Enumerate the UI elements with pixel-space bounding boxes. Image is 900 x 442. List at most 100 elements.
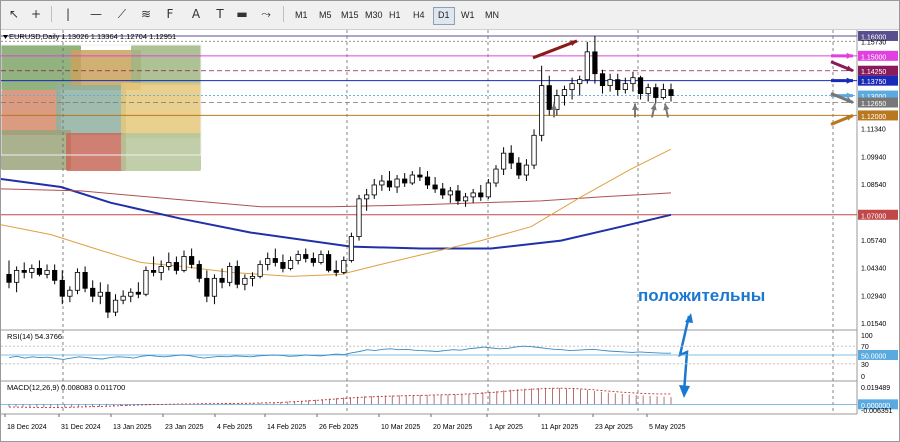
annotation-arrow [678,315,691,393]
candle-body [97,291,103,297]
price-badge [858,50,898,61]
price-label: 1.11340 [861,127,886,134]
candle-body [59,279,65,297]
candle-body [105,291,111,313]
candle-body [303,254,309,259]
candle-body [82,271,88,289]
rsi-title: RSI(14) 54.3766 [7,332,62,341]
timeframe-m5[interactable]: M5 [319,10,332,20]
candle-body [242,277,248,285]
candle-body [660,89,666,98]
candle-body [166,262,172,267]
horizontal-line-icon[interactable]: — [90,7,102,21]
price-badge [858,90,898,101]
shapes-dropdown-icon[interactable]: ⤳ [261,6,271,21]
timeframe-d1[interactable]: D1 [433,7,455,25]
candle-body [455,190,461,202]
level-arrow-head [846,114,853,121]
candle-body [402,178,408,184]
candle-body [257,264,263,277]
candle-body [189,256,195,265]
level-arrow-head [846,92,853,99]
price-badge [858,75,898,86]
candle-body [158,266,164,273]
cursor-icon[interactable]: ↖ [8,7,20,21]
candle-body [447,190,453,196]
banknote [66,133,126,171]
rsi-label: 0 [861,374,865,381]
macd-label: 0.019489 [861,385,890,392]
rsi-line [8,345,671,360]
timeframe-h1[interactable]: H1 [389,10,401,20]
candle-body [645,87,651,94]
timeframe-m30[interactable]: M30 [365,10,383,20]
rsi-label: 100 [861,333,873,340]
fibonacci-icon[interactable]: F [166,7,174,21]
price-label: 1.15730 [861,39,886,46]
candle-body [577,79,583,85]
candle-body [21,269,27,273]
rsi-label: 30 [861,362,869,369]
candle-body [432,184,438,190]
candle-body [569,83,575,91]
timeframe-mn[interactable]: MN [485,10,499,20]
timeframe-w1[interactable]: W1 [461,10,475,20]
candle-body [227,266,233,283]
support-arrow-head [650,103,657,111]
candle-body [531,134,537,166]
crosshair-icon[interactable]: + [30,7,42,21]
toolbar-separator [51,6,52,22]
price-badge [858,209,898,220]
support-arrow-head [663,103,670,111]
candle-body [546,85,552,110]
trendline-icon[interactable]: ⟋ [117,6,127,21]
chart-area: 1.160001.157301.150001.142501.137501.130… [1,30,898,431]
timeframe-m15[interactable]: M15 [341,10,359,20]
time-label: 1 Apr 2025 [489,424,523,431]
toolbar-separator [283,6,284,22]
price-label: 1.15000 [861,54,886,61]
price-label: 1.14250 [861,69,886,76]
vertical-line-icon[interactable]: | [65,7,71,21]
price-label: 1.12650 [861,101,886,108]
text-icon[interactable]: A [191,7,201,21]
candle-body [630,77,636,85]
label-icon[interactable]: T [216,7,224,21]
candle-body [287,260,294,269]
time-label: 23 Apr 2025 [595,424,633,431]
timeframe-h4[interactable]: H4 [413,10,425,20]
channel-icon[interactable]: ≋ [140,7,152,21]
candle-body [143,269,149,295]
trend-arrow-head [570,40,577,47]
price-label: 1.01540 [861,321,886,328]
rectangle-icon[interactable]: ▬ [236,7,248,21]
price-label: 1.08540 [861,182,886,189]
candle-body [394,178,400,188]
price-label: 1.04340 [861,266,886,273]
rsi-badge [858,350,898,360]
banknote [56,85,126,135]
candle-body [333,269,339,273]
banknote [1,130,71,170]
price-label: 1.12000 [861,114,886,121]
candle-body [523,164,530,176]
candle-body [234,266,240,285]
banknote [131,45,201,85]
candle-body [181,256,187,271]
banknote [121,133,201,171]
candle-body [356,198,362,238]
candle-body [318,254,324,263]
level-arrow-head [846,97,853,103]
time-label: 11 Apr 2025 [541,424,578,431]
candle-body [280,262,286,269]
candle-body [539,85,545,136]
time-label: 20 Mar 2025 [433,424,472,431]
level-arrow-head [846,65,853,72]
chart-title-marker [3,35,8,39]
candle-body [36,268,43,275]
candle-body [615,79,621,91]
banknotes-background-image [1,44,202,171]
candle-body [249,275,256,279]
timeframe-m1[interactable]: M1 [295,10,308,20]
support-arrow-head [550,103,558,110]
